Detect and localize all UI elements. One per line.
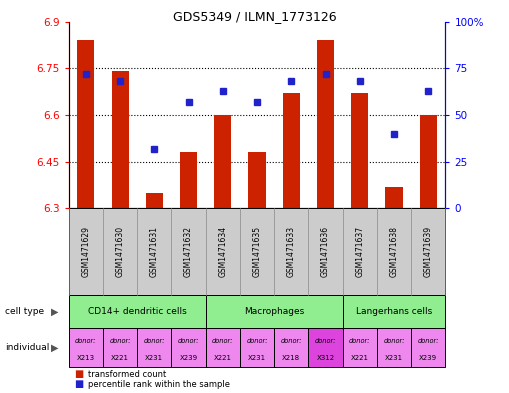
- Text: donor:: donor:: [280, 338, 302, 344]
- Text: X239: X239: [180, 354, 197, 361]
- Text: ▶: ▶: [51, 307, 59, 316]
- Text: GSM1471631: GSM1471631: [150, 226, 159, 277]
- Text: GSM1471633: GSM1471633: [287, 226, 296, 277]
- Text: donor:: donor:: [144, 338, 165, 344]
- Text: GSM1471636: GSM1471636: [321, 226, 330, 277]
- Text: GSM1471632: GSM1471632: [184, 226, 193, 277]
- Text: GSM1471637: GSM1471637: [355, 226, 364, 277]
- Text: X231: X231: [248, 354, 266, 361]
- Text: X221: X221: [214, 354, 232, 361]
- Text: GDS5349 / ILMN_1773126: GDS5349 / ILMN_1773126: [173, 10, 336, 23]
- Text: ■: ■: [74, 379, 83, 389]
- Text: X239: X239: [419, 354, 437, 361]
- Text: donor:: donor:: [417, 338, 439, 344]
- Bar: [214, 115, 232, 208]
- Text: donor:: donor:: [212, 338, 234, 344]
- Text: individual: individual: [5, 343, 49, 352]
- Text: X213: X213: [77, 354, 95, 361]
- Text: GSM1471630: GSM1471630: [116, 226, 125, 277]
- Bar: [111, 72, 129, 208]
- Text: percentile rank within the sample: percentile rank within the sample: [88, 380, 230, 389]
- Text: X218: X218: [282, 354, 300, 361]
- Text: X231: X231: [385, 354, 403, 361]
- Text: donor:: donor:: [178, 338, 200, 344]
- Bar: [351, 93, 369, 208]
- Bar: [248, 152, 266, 208]
- Text: Macrophages: Macrophages: [244, 307, 304, 316]
- Bar: [146, 193, 163, 208]
- Bar: [180, 152, 197, 208]
- Text: X231: X231: [145, 354, 163, 361]
- Bar: [77, 40, 94, 208]
- Text: CD14+ dendritic cells: CD14+ dendritic cells: [88, 307, 187, 316]
- Text: X221: X221: [111, 354, 129, 361]
- Text: ■: ■: [74, 369, 83, 379]
- Text: GSM1471639: GSM1471639: [424, 226, 433, 277]
- Text: donor:: donor:: [315, 338, 336, 344]
- Text: donor:: donor:: [383, 338, 405, 344]
- Text: donor:: donor:: [109, 338, 131, 344]
- Bar: [282, 93, 300, 208]
- Text: GSM1471629: GSM1471629: [81, 226, 90, 277]
- Text: X221: X221: [351, 354, 369, 361]
- Text: donor:: donor:: [75, 338, 97, 344]
- Bar: [420, 115, 437, 208]
- Text: transformed count: transformed count: [88, 370, 166, 378]
- Text: ▶: ▶: [51, 343, 59, 353]
- Text: cell type: cell type: [5, 307, 44, 316]
- Bar: [317, 40, 334, 208]
- Text: GSM1471635: GSM1471635: [252, 226, 262, 277]
- Text: donor:: donor:: [349, 338, 371, 344]
- Text: donor:: donor:: [246, 338, 268, 344]
- Text: Langerhans cells: Langerhans cells: [356, 307, 432, 316]
- Text: GSM1471638: GSM1471638: [389, 226, 399, 277]
- Text: X312: X312: [317, 354, 334, 361]
- Text: GSM1471634: GSM1471634: [218, 226, 228, 277]
- Bar: [385, 187, 403, 208]
